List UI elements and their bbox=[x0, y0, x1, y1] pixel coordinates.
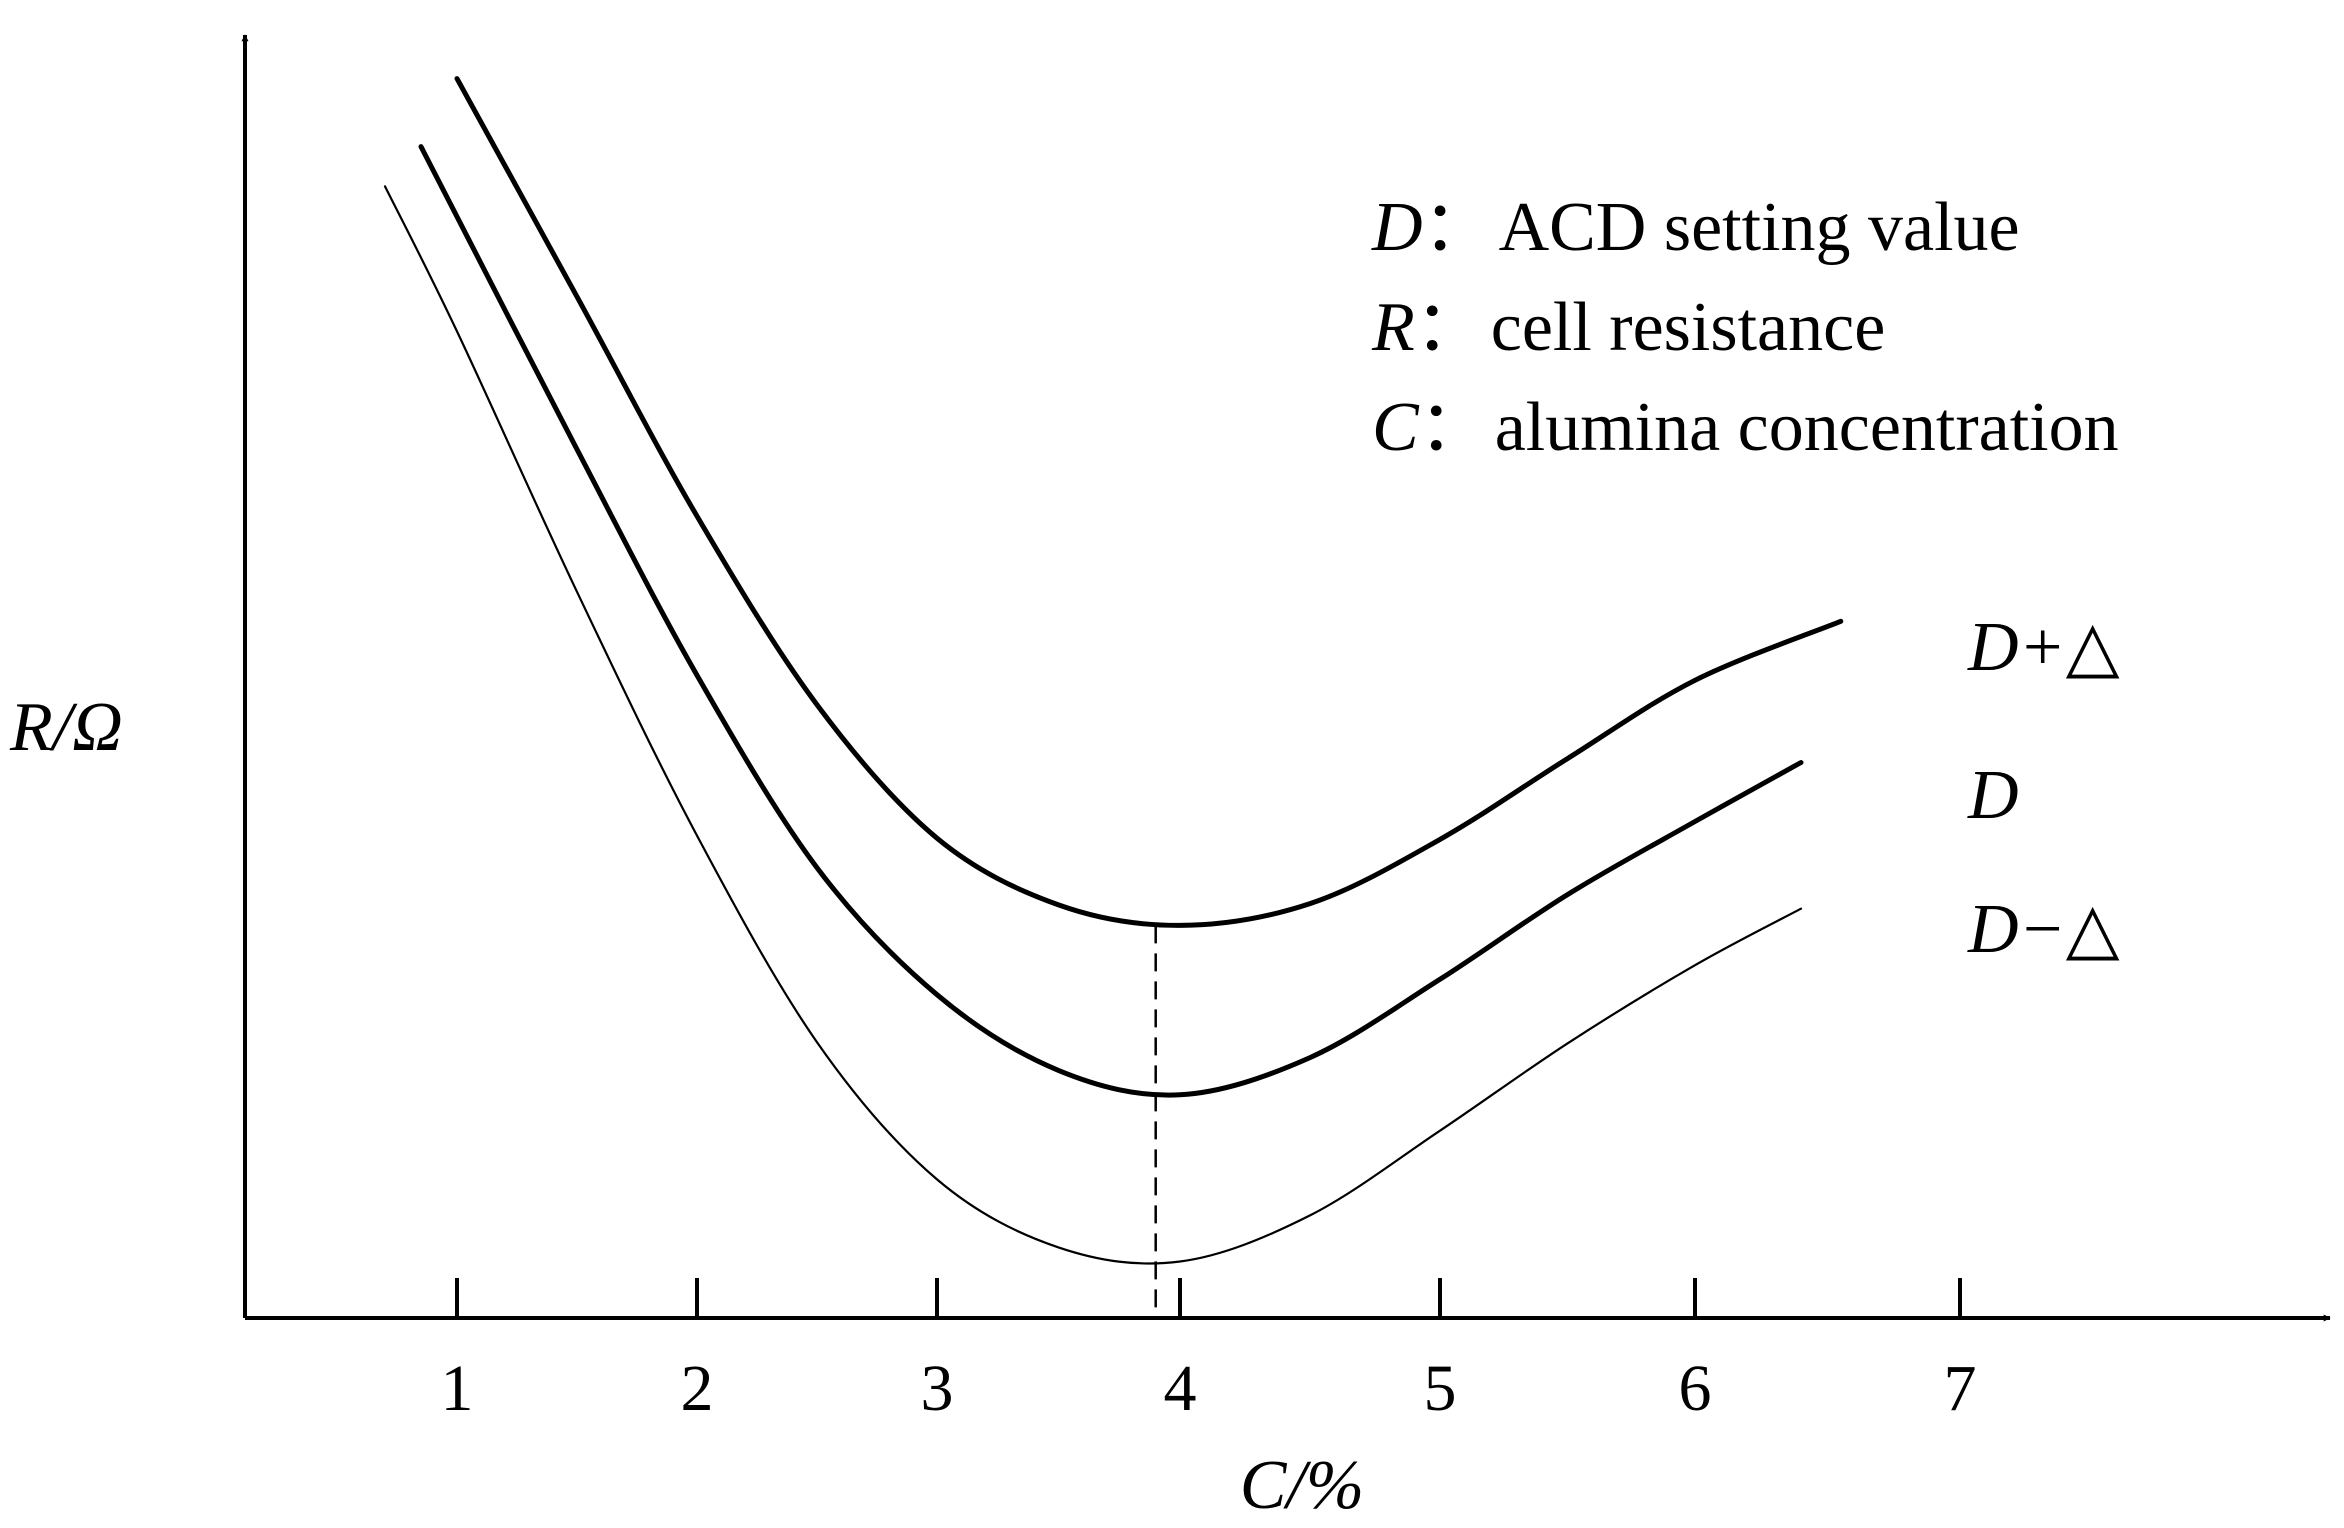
legend: D：ACD setting value R：cell resistance C：… bbox=[1371, 189, 2119, 466]
legend-separator-d: ： bbox=[1423, 189, 1493, 266]
legend-entry-d: D：ACD setting value bbox=[1371, 189, 2020, 266]
series-label-d-minus: D−△ bbox=[1967, 891, 2120, 968]
legend-symbol-d: D bbox=[1371, 189, 1423, 266]
series-label-d: D bbox=[1967, 757, 2019, 834]
plot-lines bbox=[383, 76, 1844, 1318]
series-label-d-plus: D+△ bbox=[1967, 609, 2120, 686]
x-tick-label-6: 6 bbox=[1679, 1352, 1712, 1425]
legend-entry-r: R：cell resistance bbox=[1371, 289, 1885, 366]
x-tick-label-3: 3 bbox=[921, 1352, 954, 1425]
series-line-d-plus-delta bbox=[454, 76, 1844, 928]
x-tick-label-5: 5 bbox=[1424, 1352, 1457, 1425]
legend-text-c: alumina concentration bbox=[1495, 389, 2119, 466]
legend-separator-c: ： bbox=[1419, 389, 1489, 466]
x-tick-label-1: 1 bbox=[441, 1352, 474, 1425]
legend-text-d: ACD setting value bbox=[1499, 189, 2020, 266]
y-axis-title: R/Ω bbox=[9, 689, 123, 766]
legend-text-r: cell resistance bbox=[1491, 289, 1886, 366]
legend-entry-c: C：alumina concentration bbox=[1372, 389, 2119, 466]
x-tick-label-2: 2 bbox=[681, 1352, 714, 1425]
series-line-d-minus-delta bbox=[383, 185, 1803, 1265]
x-tick-label-4: 4 bbox=[1164, 1352, 1197, 1425]
legend-symbol-c: C bbox=[1372, 389, 1420, 466]
legend-symbol-r: R bbox=[1371, 289, 1415, 366]
series-labels: D+△ D D−△ bbox=[1967, 609, 2120, 968]
legend-separator-r: ： bbox=[1415, 289, 1485, 366]
series-line-d bbox=[418, 144, 1804, 1098]
x-tick-label-7: 7 bbox=[1944, 1352, 1977, 1425]
x-ticks: 1 2 3 4 5 6 7 bbox=[441, 1278, 1977, 1425]
x-axis-title: C/% bbox=[1240, 1447, 1364, 1524]
